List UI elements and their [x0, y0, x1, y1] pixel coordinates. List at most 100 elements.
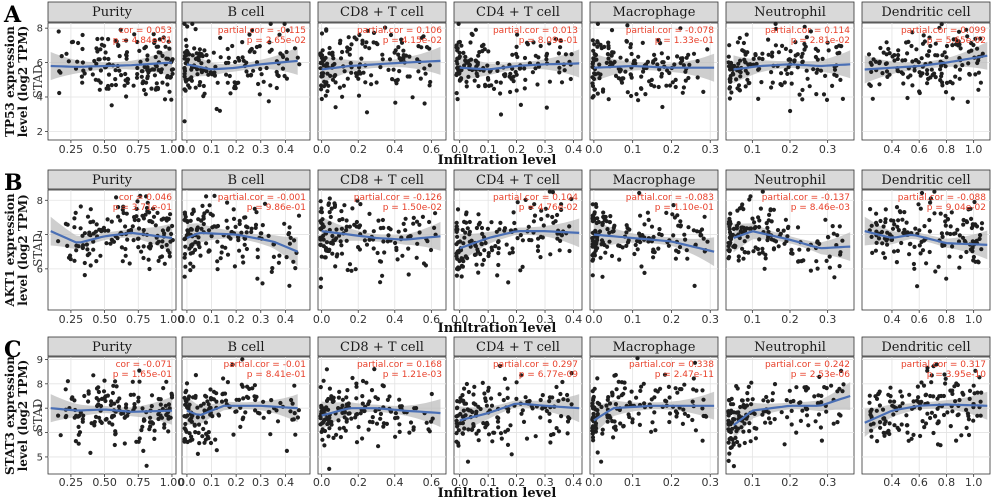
- scatter-point: [735, 386, 740, 391]
- scatter-point: [976, 87, 981, 92]
- scatter-point: [366, 427, 371, 432]
- scatter-point: [649, 224, 655, 229]
- scatter-point: [508, 71, 513, 76]
- scatter-point: [745, 71, 750, 76]
- correlation-label: partial.cor = -0.001: [218, 193, 306, 203]
- scatter-point: [532, 213, 538, 218]
- scatter-point: [364, 40, 369, 45]
- scatter-point: [543, 206, 548, 211]
- scatter-point: [76, 424, 81, 429]
- scatter-point: [167, 46, 172, 51]
- scatter-point: [382, 250, 387, 255]
- scatter-point: [361, 70, 366, 75]
- scatter-point: [372, 367, 377, 372]
- scatter-point: [652, 410, 657, 415]
- scatter-point: [344, 238, 349, 243]
- scatter-point: [193, 430, 198, 435]
- scatter-point: [965, 34, 970, 39]
- scatter-point: [636, 411, 641, 416]
- scatter-point: [80, 32, 85, 38]
- scatter-point: [253, 408, 258, 413]
- scatter-point: [873, 394, 878, 399]
- x-tick-label: 0.0: [585, 313, 603, 326]
- scatter-point: [980, 51, 985, 56]
- scatter-point: [610, 391, 615, 396]
- scatter-point: [795, 225, 801, 230]
- x-tick-label: 0.4: [386, 476, 404, 489]
- scatter-point: [167, 89, 172, 94]
- scatter-point: [216, 413, 222, 418]
- scatter-point: [124, 402, 129, 407]
- p-value-label: p = 3.95e-10: [927, 370, 987, 380]
- scatter-point: [895, 56, 900, 62]
- scatter-point: [373, 408, 378, 414]
- scatter-point: [118, 218, 123, 223]
- scatter-point: [254, 210, 259, 215]
- scatter-point: [330, 241, 335, 246]
- scatter-point: [910, 83, 915, 88]
- scatter-point: [196, 235, 201, 240]
- scatter-point: [531, 219, 537, 224]
- scatter-point: [106, 228, 111, 233]
- scatter-point: [605, 419, 610, 424]
- scatter-point: [920, 71, 925, 76]
- scatter-point: [228, 236, 233, 241]
- x-tick-label: 0.75: [126, 313, 151, 326]
- scatter-point: [881, 251, 886, 256]
- scatter-point: [609, 28, 615, 33]
- scatter-point: [825, 40, 830, 45]
- scatter-point: [332, 204, 337, 209]
- x-tick-label: 1.00: [160, 313, 185, 326]
- scatter-point: [454, 406, 459, 411]
- scatter-point: [764, 394, 769, 400]
- scatter-point: [896, 218, 901, 223]
- scatter-point: [386, 67, 391, 72]
- correlation-label: partial.cor = 0.168: [357, 360, 442, 370]
- scatter-point: [539, 208, 544, 213]
- scatter-point: [144, 194, 149, 199]
- scatter-point: [782, 241, 787, 246]
- scatter-point: [896, 427, 902, 432]
- scatter-point: [135, 65, 140, 71]
- scatter-point: [376, 218, 381, 223]
- scatter-point: [124, 50, 130, 55]
- scatter-point: [318, 199, 323, 204]
- scatter-point: [979, 390, 984, 395]
- scatter-point: [319, 87, 324, 92]
- scatter-point: [730, 426, 735, 431]
- scatter-point: [895, 248, 901, 253]
- scatter-point: [284, 49, 289, 55]
- scatter-point: [808, 29, 814, 34]
- scatter-point: [604, 60, 609, 65]
- scatter-point: [422, 101, 427, 106]
- scatter-point: [333, 105, 338, 110]
- scatter-point: [521, 419, 527, 424]
- scatter-point: [467, 62, 472, 68]
- scatter-point: [290, 401, 295, 406]
- scatter-point: [141, 216, 146, 221]
- scatter-point: [752, 220, 757, 225]
- scatter-point: [505, 395, 510, 400]
- facet-strip: [47, 1, 177, 23]
- scatter-point: [616, 395, 621, 400]
- scatter-point: [781, 228, 786, 233]
- p-value-label: p = 4.15e-02: [383, 36, 442, 46]
- x-tick-label: 0.0: [585, 476, 603, 489]
- scatter-point: [966, 432, 972, 438]
- scatter-point: [834, 73, 839, 78]
- scatter-point: [464, 381, 469, 387]
- scatter-point: [132, 402, 137, 407]
- scatter-point: [156, 258, 161, 263]
- scatter-point: [869, 414, 874, 419]
- scatter-point: [360, 378, 366, 384]
- scatter-point: [240, 254, 245, 259]
- scatter-point: [161, 216, 166, 221]
- scatter-point: [772, 382, 778, 387]
- scatter-point: [756, 215, 761, 220]
- scatter-point: [528, 205, 533, 210]
- scatter-point: [652, 52, 657, 58]
